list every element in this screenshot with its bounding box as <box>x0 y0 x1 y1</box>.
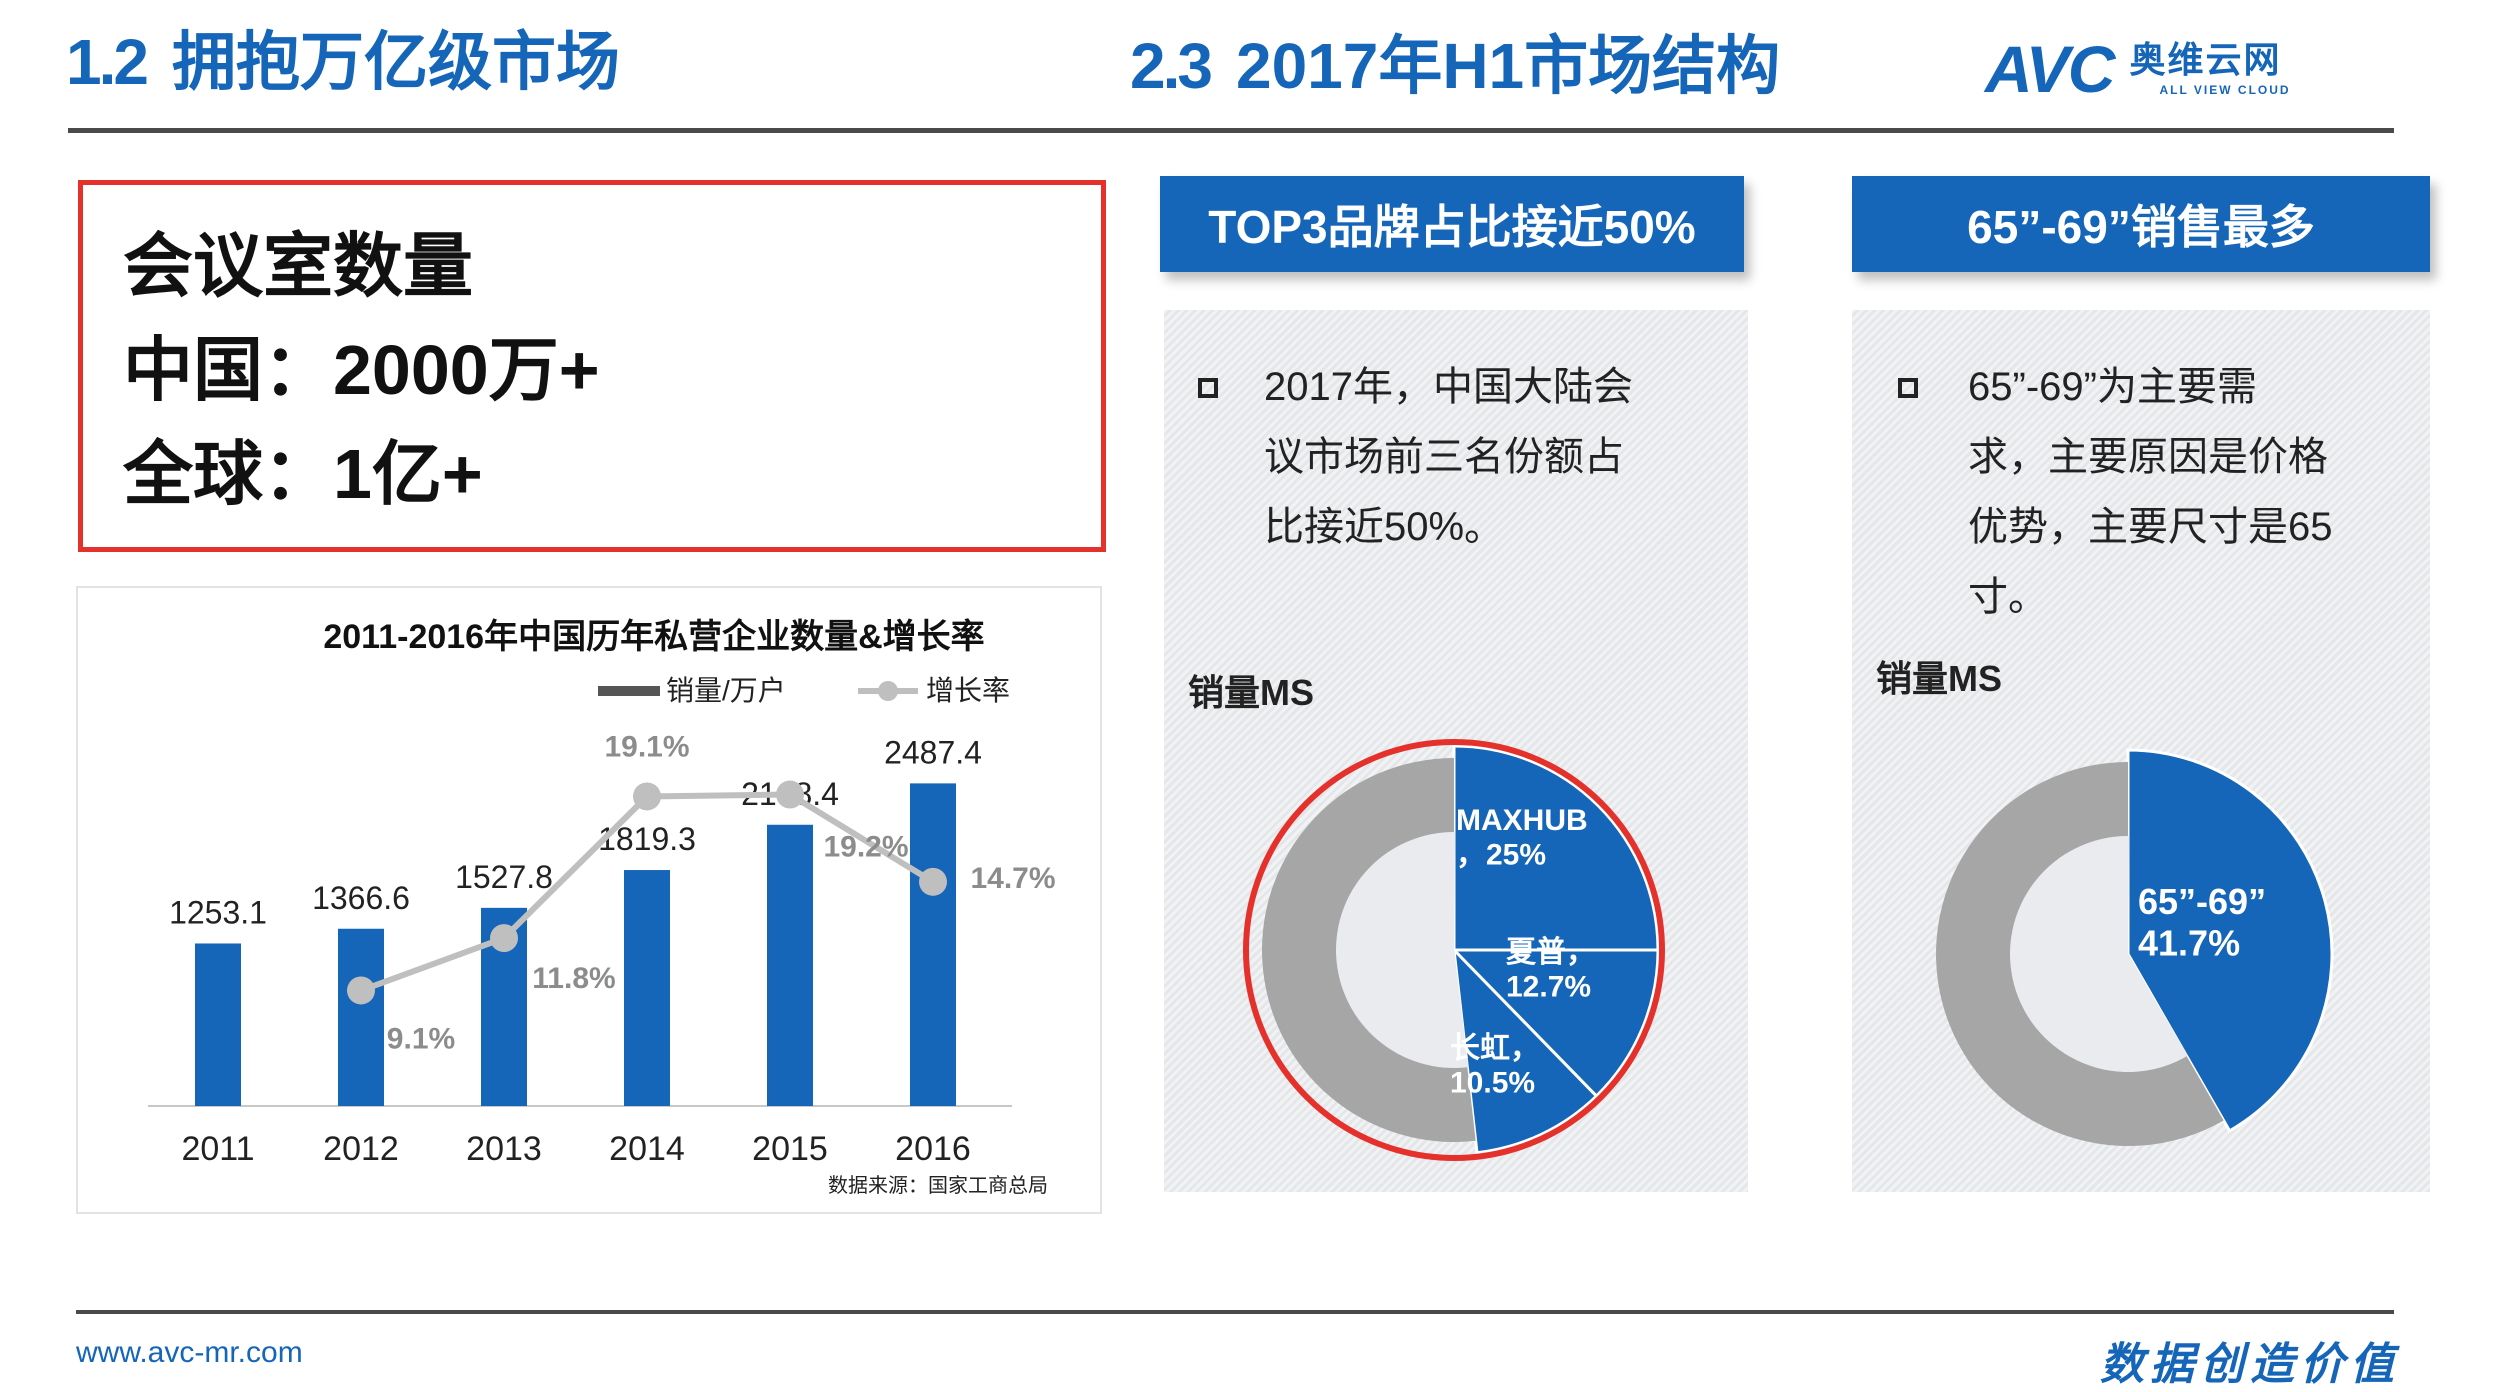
x-tick-label: 2014 <box>609 1130 685 1168</box>
growth-rate-point <box>490 924 518 953</box>
growth-rate-label: 14.7% <box>970 862 1055 895</box>
legend-label: 增长率 <box>926 675 1010 706</box>
global-label: 全球： <box>123 435 333 513</box>
right-section-title: 2.3 2017年H1市场结构 <box>1130 34 1780 98</box>
donut-slice-label: 长虹， 10.5% <box>1450 1032 1540 1100</box>
growth-rate-point <box>776 780 804 809</box>
bar-value-label: 1253.1 <box>169 894 267 930</box>
right-bullet-line: 65”-69”为主要需 <box>1968 365 2257 409</box>
right-section-title-text: 2017年H1市场结构 <box>1235 30 1781 102</box>
header-rule <box>68 128 2394 133</box>
right-ms-label: 销量MS <box>1876 658 2003 699</box>
top3-banner-text: TOP3品牌占比接近50% <box>1208 201 1696 253</box>
growth-rate-point <box>347 976 375 1005</box>
bar <box>767 824 813 1106</box>
global-count: 全球：1亿+ <box>123 439 483 509</box>
middle-bullet-line: 2017年，中国大陆会 <box>1264 365 1633 409</box>
top3-banner: TOP3品牌占比接近50% <box>1160 176 1744 272</box>
left-section-number: 1.2 <box>66 26 149 98</box>
bar-value-label: 2487.4 <box>884 734 982 770</box>
size-share-donut-chart: 65”-69” 41.7% <box>1936 748 2334 1146</box>
global-value: 1亿+ <box>333 435 483 513</box>
left-section-title: 1.2 拥抱万亿级市场 <box>66 30 620 94</box>
donut-slice-label: MAXHUB ，25% <box>1456 804 1588 872</box>
bar-value-label: 1366.6 <box>312 880 410 916</box>
growth-rate-label: 19.1% <box>604 730 689 763</box>
legend-label: 销量/万户 <box>666 675 786 706</box>
x-tick-label: 2012 <box>323 1130 399 1168</box>
footer-url[interactable]: www.avc-mr.com <box>76 1336 303 1369</box>
right-bullet-line: 求，主要原因是价格 <box>1968 435 2328 479</box>
donut-slice <box>1452 744 1660 952</box>
x-tick-label: 2015 <box>752 1130 828 1168</box>
donut-slice <box>1452 945 1599 1155</box>
bar-value-label: 1527.8 <box>455 859 553 895</box>
right-bullet-line: 优势，主要尺寸是65 <box>1968 505 2333 549</box>
donut-hole <box>1336 832 1469 1068</box>
china-value: 2000万+ <box>333 331 600 409</box>
donut-slice <box>1450 948 1660 1099</box>
brand-share-donut-chart: MAXHUB ，25% 夏普， 12.7% 长虹， 10.5% <box>1243 739 1665 1161</box>
donut-slice <box>2126 748 2334 1133</box>
china-label: 中国： <box>123 331 333 409</box>
bar <box>338 928 384 1106</box>
china-count: 中国：2000万+ <box>123 335 600 405</box>
bullet-square-icon <box>1898 378 1918 398</box>
avc-logo: AVC 奥维云网 ALL VIEW CLOUD <box>1985 36 2291 102</box>
right-section-number: 2.3 <box>1130 30 1213 102</box>
middle-bullet-line: 比接近50%。 <box>1264 505 1505 549</box>
x-tick-label: 2011 <box>181 1130 254 1168</box>
size-banner: 65”-69”销售最多 <box>1852 176 2430 272</box>
middle-bullet-text: 2017年，中国大陆会 议市场前三名份额占 比接近50%。 <box>1264 352 1633 562</box>
left-section-title-text: 拥抱万亿级市场 <box>171 26 620 98</box>
meeting-room-count-box: 会议室数量 中国：2000万+ 全球：1亿+ <box>78 180 1106 552</box>
bar <box>195 943 241 1106</box>
growth-rate-label: 19.2% <box>823 831 908 864</box>
chart-source: 数据来源：国家工商总局 <box>828 1175 1048 1197</box>
x-tick-label: 2016 <box>895 1130 971 1168</box>
logo-cn: 奥维云网 <box>2129 39 2282 80</box>
growth-rate-label: 9.1% <box>387 1022 455 1055</box>
logo-en: ALL VIEW CLOUD <box>2159 83 2291 97</box>
donut-slice-label: 65”-69” 41.7% <box>2138 881 2266 963</box>
footer-rule <box>76 1310 2394 1314</box>
growth-rate-point <box>919 867 947 896</box>
middle-ms-label: 销量MS <box>1188 672 1315 713</box>
donut-slice-label: 夏普， 12.7% <box>1506 935 1596 1004</box>
highlight-ring <box>1243 739 1665 1161</box>
growth-rate-point <box>633 782 661 811</box>
x-tick-label: 2013 <box>466 1130 542 1168</box>
middle-panel: 2017年，中国大陆会 议市场前三名份额占 比接近50%。 销量MS MAXHU… <box>1164 310 1748 1192</box>
bullet-square-icon <box>1198 378 1218 398</box>
donut-hole <box>2010 836 2188 1072</box>
right-panel: 65”-69”为主要需 求，主要原因是价格 优势，主要尺寸是65 寸。 销量MS… <box>1852 310 2430 1192</box>
chart-title: 2011-2016年中国历年私营企业数量&增长率 <box>323 617 984 656</box>
bar <box>624 870 670 1106</box>
enterprise-chart-panel: 2011-2016年中国历年私营企业数量&增长率销量/万户 增长率 1253.1 20… <box>76 586 1102 1214</box>
footer-slogan: 数据创造价值 <box>2100 1340 2400 1389</box>
middle-bullet-line: 议市场前三名份额占 <box>1264 435 1624 479</box>
right-bullet-text: 65”-69”为主要需 求，主要原因是价格 优势，主要尺寸是65 寸。 <box>1968 352 2333 632</box>
right-bullet-line: 寸。 <box>1968 575 2048 619</box>
bar <box>910 783 956 1106</box>
legend-line-marker <box>878 681 898 701</box>
legend-bar-swatch <box>598 686 660 696</box>
growth-rate-label: 11.8% <box>532 962 615 995</box>
logo-mark: AVC <box>1985 32 2115 106</box>
size-banner-text: 65”-69”销售最多 <box>1967 201 2315 253</box>
meeting-room-heading: 会议室数量 <box>123 227 473 305</box>
